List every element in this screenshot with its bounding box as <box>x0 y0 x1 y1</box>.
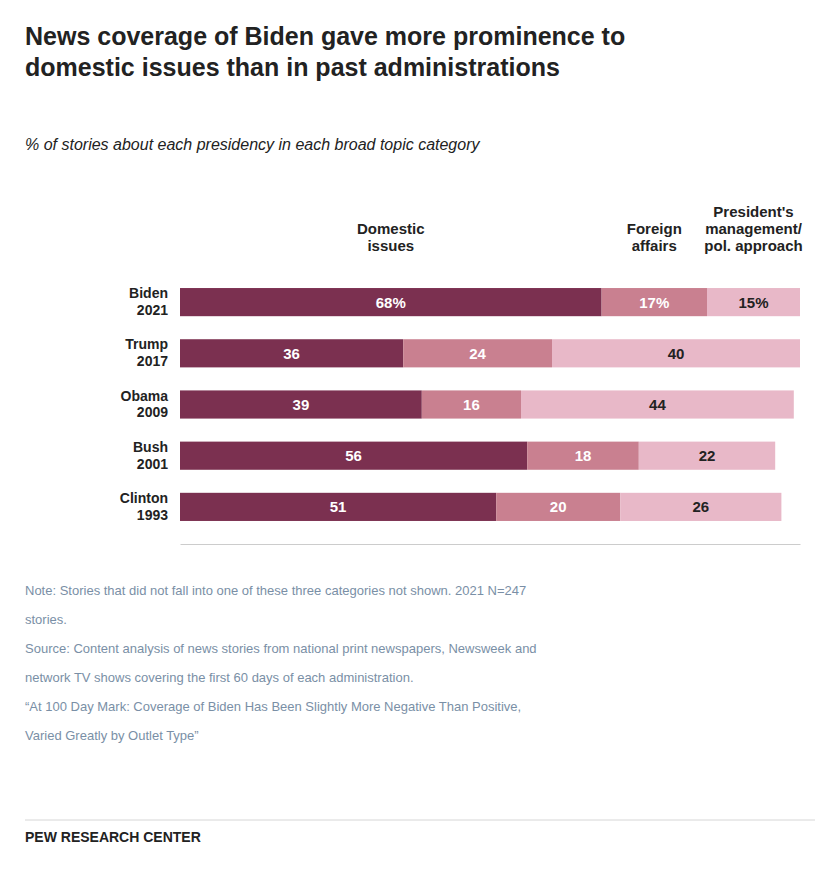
data-labels: 68% 36 39 56 51 17% 24 16 18 20 15% 40 44 22 26 <box>283 294 768 516</box>
axis-line <box>181 544 801 545</box>
title: News coverage of Biden gave more promine… <box>25 22 625 81</box>
tick-label: Clinton1993 <box>120 490 168 523</box>
bar-segment <box>527 442 639 470</box>
y-axis: Biden2021 Trump2017 Obama2009 Bush2001 Clint… <box>120 285 180 523</box>
source: PEW RESEARCH CENTER <box>25 829 201 845</box>
text-line: 1993 <box>137 507 168 523</box>
text-line: Clinton <box>120 490 168 506</box>
data-label: 26 <box>692 498 709 515</box>
column-headers: Domesticissues Foreignaffairs President'sm… <box>357 203 803 254</box>
text-line: 2017 <box>137 353 168 369</box>
bar-segment <box>521 390 794 418</box>
tick: Biden2021 <box>129 285 180 318</box>
tick-label: Trump2017 <box>125 336 168 369</box>
data-label: 39 <box>293 396 310 413</box>
data-label: 24 <box>469 345 486 362</box>
note: network TV shows covering the first 60 d… <box>25 670 414 685</box>
tick: Bush2001 <box>133 439 180 472</box>
text-line: Bush <box>133 439 168 455</box>
data-label: 22 <box>699 447 716 464</box>
note: “At 100 Day Mark: Coverage of Biden Has … <box>25 699 521 714</box>
text-line: pol. approach <box>704 237 802 254</box>
notes: Note: Stories that did not fall into one… <box>25 583 537 743</box>
tick-label: Obama2009 <box>121 388 169 421</box>
text-line: issues <box>367 237 414 254</box>
data-label: 51 <box>330 498 347 515</box>
chart: News coverage of Biden gave more promine… <box>0 0 840 874</box>
bar-segment <box>496 493 620 521</box>
column-header: Domesticissues <box>357 220 425 254</box>
note: Note: Stories that did not fall into one… <box>25 583 526 598</box>
text-line: Trump <box>125 336 168 352</box>
text-line: domestic issues than in past administrat… <box>25 53 560 81</box>
data-label: 36 <box>283 345 300 362</box>
note: Varied Greatly by Outlet Type” <box>25 728 199 743</box>
bar-segment <box>620 493 781 521</box>
text-line: Domestic <box>357 220 425 237</box>
tick: Clinton1993 <box>120 490 180 523</box>
tick: Obama2009 <box>121 388 180 421</box>
data-label: 18 <box>575 447 592 464</box>
tick-label: Bush2001 <box>133 439 168 472</box>
bar-segment <box>180 442 527 470</box>
bar-segment <box>602 288 707 316</box>
text-line: Obama <box>121 388 169 404</box>
bar-segment <box>180 288 602 316</box>
bar-segment <box>180 390 422 418</box>
x-axis <box>181 544 801 545</box>
bar-segment <box>639 442 775 470</box>
subtitle: % of stories about each presidency in ea… <box>25 136 480 153</box>
data-label: 17% <box>639 294 669 311</box>
text-line: 2009 <box>137 404 168 420</box>
data-label: 44 <box>649 396 666 413</box>
tick-label: Biden2021 <box>129 285 168 318</box>
text-line: News coverage of Biden gave more promine… <box>25 22 625 50</box>
text-line: Biden <box>129 285 168 301</box>
data-label: 40 <box>668 345 685 362</box>
data-label: 16 <box>463 396 480 413</box>
note: Source: Content analysis of news stories… <box>25 641 537 656</box>
text-line: Foreign <box>627 220 682 237</box>
rule <box>25 820 815 821</box>
column-header: Foreignaffairs <box>627 220 682 254</box>
data-label: 68% <box>376 294 406 311</box>
plot: 68%3639565117%2416182015%40442226Biden20… <box>120 203 803 545</box>
bar-segment <box>180 339 403 367</box>
data-label: 20 <box>550 498 567 515</box>
text-line: 2021 <box>137 302 168 318</box>
bar-segment <box>403 339 552 367</box>
bar-segment <box>552 339 800 367</box>
note: stories. <box>25 612 67 627</box>
bar-segment <box>180 493 496 521</box>
text-line: President's <box>713 203 793 220</box>
data-label: 56 <box>345 447 362 464</box>
bars <box>180 288 800 521</box>
bar-segment <box>422 390 521 418</box>
column-header: President'smanagement/pol. approach <box>704 203 802 254</box>
tick: Trump2017 <box>125 336 180 369</box>
series <box>521 288 800 521</box>
data-label: 15% <box>738 294 768 311</box>
text-line: affairs <box>632 237 677 254</box>
text-line: 2001 <box>137 456 168 472</box>
bar-segment <box>707 288 800 316</box>
text-line: management/ <box>705 220 803 237</box>
